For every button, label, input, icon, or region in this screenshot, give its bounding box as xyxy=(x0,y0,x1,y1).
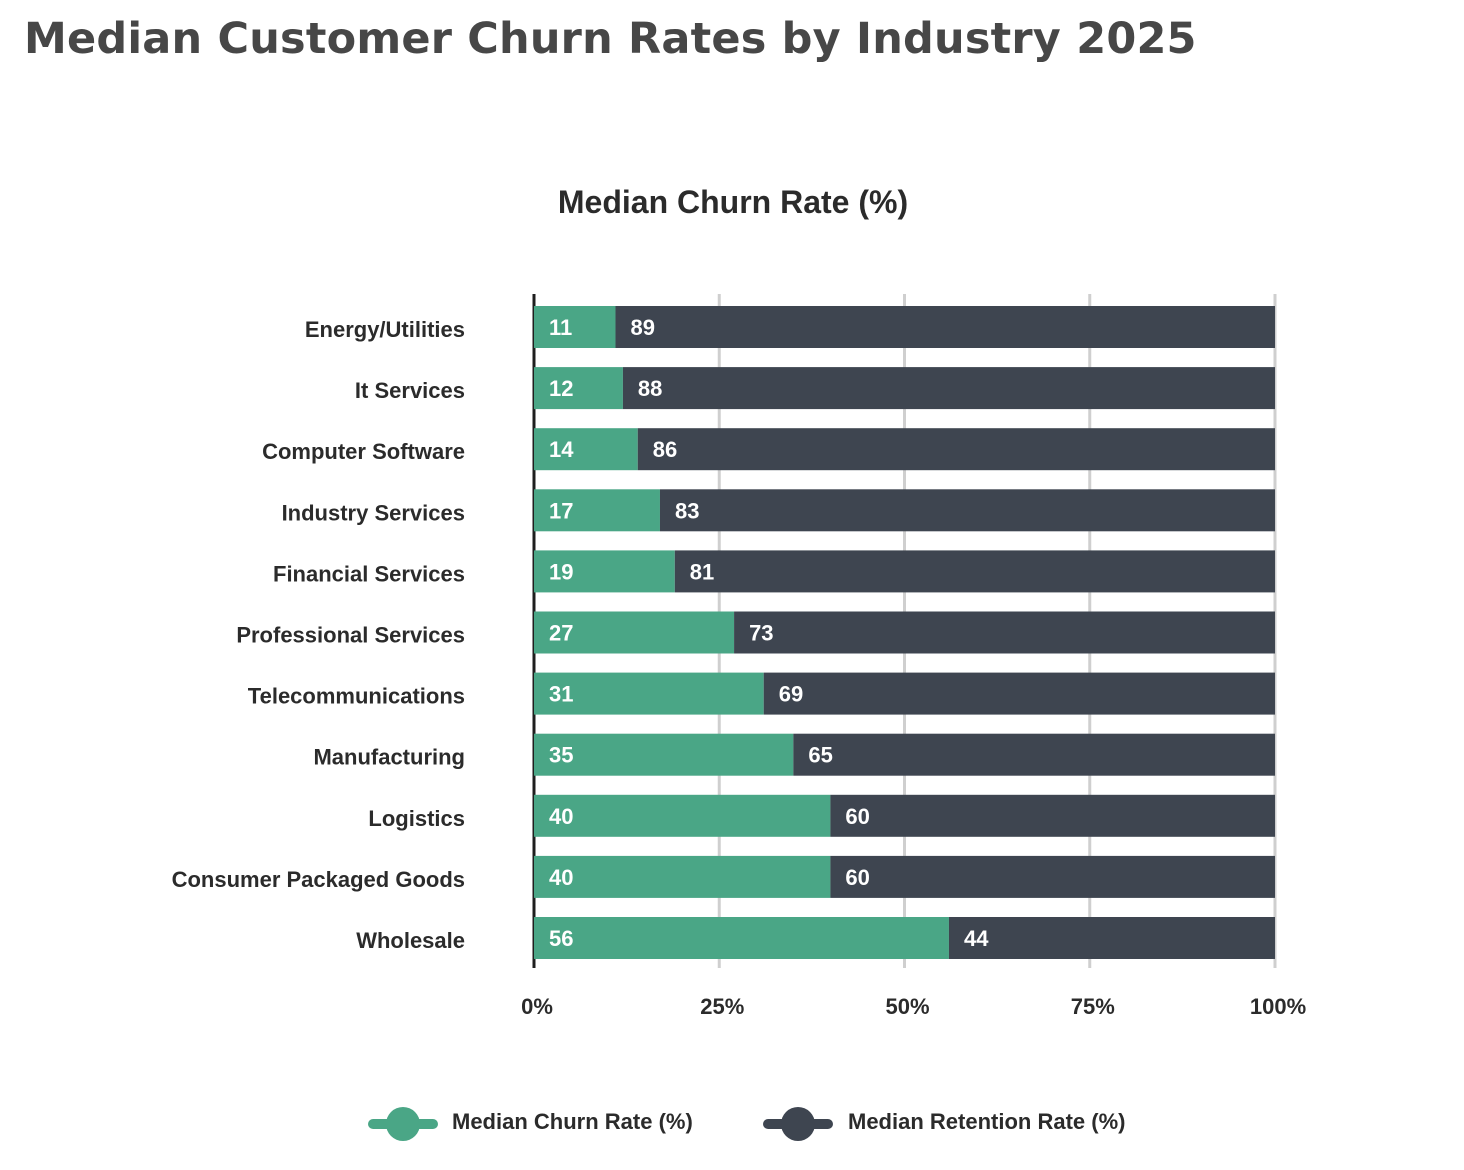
retention-value-label-9: 60 xyxy=(845,804,869,829)
churn-bar-6 xyxy=(534,611,735,654)
value-axis: 0% 25% 50% 75% 100% xyxy=(521,994,1306,1019)
x-tick-label-25: 25% xyxy=(700,994,744,1019)
churn-value-label-8: 35 xyxy=(549,743,573,768)
bars-layer: 11 89 12 88 14 86 17 83 19 81 27 73 31 69 35 65 40 60 40 60… xyxy=(534,306,1275,959)
legend: Median Churn Rate (%) Median Retention Ra… xyxy=(368,1107,1125,1141)
churn-value-label-7: 31 xyxy=(549,682,573,707)
category-label-8: Manufacturing xyxy=(313,745,465,770)
page-title: Median Customer Churn Rates by Industry … xyxy=(24,14,1197,64)
retention-bar-9 xyxy=(830,794,1275,837)
category-label-10: Consumer Packaged Goods xyxy=(172,867,465,892)
churn-bar-9 xyxy=(534,794,831,837)
retention-bar-2 xyxy=(622,367,1275,410)
chart-title: Median Churn Rate (%) xyxy=(558,184,908,220)
churn-bar-7 xyxy=(534,672,764,715)
churn-value-label-1: 11 xyxy=(549,315,572,340)
retention-bar-6 xyxy=(734,611,1275,654)
legend-label-1: Median Churn Rate (%) xyxy=(452,1109,693,1134)
retention-value-label-6: 73 xyxy=(749,621,773,646)
retention-bar-10 xyxy=(830,855,1275,898)
retention-value-label-11: 44 xyxy=(964,926,989,951)
churn-value-label-5: 19 xyxy=(549,559,573,584)
retention-value-label-8: 65 xyxy=(808,743,832,768)
category-label-5: Financial Services xyxy=(273,561,465,586)
category-label-4: Industry Services xyxy=(282,500,465,525)
legend-marker-2 xyxy=(781,1107,815,1141)
retention-bar-7 xyxy=(763,672,1275,715)
legend-marker-1 xyxy=(386,1107,420,1141)
category-label-7: Telecommunications xyxy=(248,684,465,709)
retention-value-label-10: 60 xyxy=(845,865,869,890)
legend-label-2: Median Retention Rate (%) xyxy=(848,1109,1125,1134)
retention-value-label-2: 88 xyxy=(638,376,662,401)
churn-value-label-9: 40 xyxy=(549,804,573,829)
churn-value-label-2: 12 xyxy=(549,376,573,401)
retention-value-label-4: 83 xyxy=(675,498,699,523)
retention-value-label-1: 89 xyxy=(631,315,655,340)
x-tick-label-75: 75% xyxy=(1071,994,1115,1019)
retention-bar-11 xyxy=(948,917,1275,959)
retention-bar-1 xyxy=(615,306,1275,348)
retention-bar-8 xyxy=(793,733,1275,776)
churn-bar-8 xyxy=(534,733,794,776)
retention-value-label-7: 69 xyxy=(779,682,803,707)
category-label-6: Professional Services xyxy=(236,623,465,648)
churn-bar-1 xyxy=(534,306,616,348)
retention-value-label-3: 86 xyxy=(653,437,677,462)
category-label-3: Computer Software xyxy=(262,439,465,464)
category-label-1: Energy/Utilities xyxy=(305,317,465,342)
retention-bar-5 xyxy=(674,550,1275,593)
churn-bar-2 xyxy=(534,367,623,410)
churn-value-label-4: 17 xyxy=(549,498,573,523)
retention-bar-4 xyxy=(659,489,1275,532)
category-label-9: Logistics xyxy=(368,806,465,831)
churn-value-label-3: 14 xyxy=(549,437,574,462)
category-axis: Energy/Utilities It Services Computer Soft… xyxy=(172,317,465,953)
category-label-2: It Services xyxy=(355,378,465,403)
churn-bar-11 xyxy=(534,917,949,959)
x-tick-label-50: 50% xyxy=(885,994,929,1019)
churn-value-label-6: 27 xyxy=(549,621,573,646)
churn-bar-4 xyxy=(534,489,660,532)
churn-bar-5 xyxy=(534,550,675,593)
x-tick-label-0: 0% xyxy=(521,994,553,1019)
category-label-11: Wholesale xyxy=(356,928,465,953)
churn-value-label-10: 40 xyxy=(549,865,573,890)
x-tick-label-100: 100% xyxy=(1250,994,1306,1019)
churn-value-label-11: 56 xyxy=(549,926,573,951)
churn-bar-10 xyxy=(534,855,831,898)
churn-bar-3 xyxy=(534,428,638,471)
retention-value-label-5: 81 xyxy=(690,559,714,584)
retention-bar-3 xyxy=(637,428,1275,471)
